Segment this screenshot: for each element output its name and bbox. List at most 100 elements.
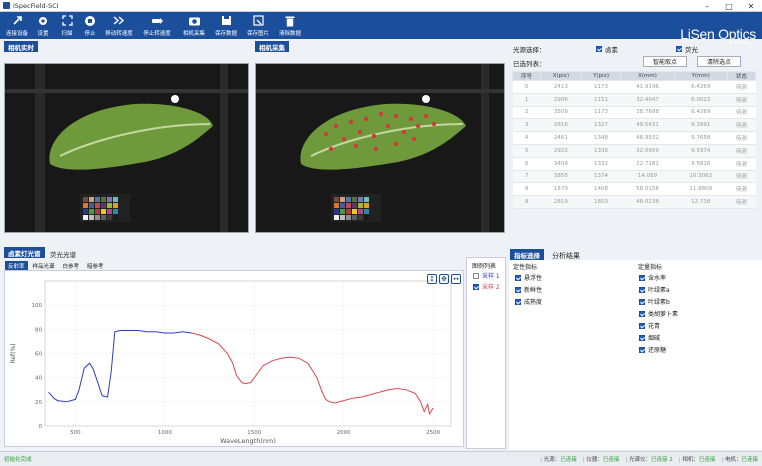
connect-device-button[interactable]: 连接设备 xyxy=(4,12,30,39)
tab-camera-capture[interactable]: 相机采集 xyxy=(255,41,289,52)
save-image-button[interactable]: 保存图片 xyxy=(242,12,274,39)
indicator-checkbox[interactable]: 叶绿素b xyxy=(639,297,670,306)
tab-sample-spectrum[interactable]: 样品光谱 xyxy=(32,263,55,270)
tab-dark-reference[interactable]: 暗参考 xyxy=(87,263,104,270)
tab-camera-live[interactable]: 相机实时 xyxy=(4,41,38,52)
table-cell: 待测 xyxy=(727,131,756,145)
fast-forward-icon xyxy=(113,16,125,25)
y-axis-label: Ref(%) xyxy=(10,343,17,363)
quantitative-title: 定量指标 xyxy=(638,264,663,271)
indicator-checkbox[interactable]: 含水率 xyxy=(639,273,666,282)
indicator-checkbox[interactable]: 新鲜性 xyxy=(515,285,542,294)
indicator-label: 花青 xyxy=(648,323,661,330)
checkbox-icon xyxy=(639,334,645,341)
y-tick-label: 100 xyxy=(32,303,43,309)
camera-live-view[interactable] xyxy=(4,63,249,233)
table-cell: 22.7181 xyxy=(620,157,675,171)
indicator-checkbox[interactable]: 烟碱 xyxy=(639,333,660,342)
table-row[interactable]: 0 2413 1173 41.9196 6.4269 待测 xyxy=(512,80,756,94)
checkbox-icon xyxy=(639,286,645,293)
table-cell: 9.5816 xyxy=(674,157,728,171)
table-cell: 待测 xyxy=(727,195,756,209)
camera-icon xyxy=(188,17,200,26)
indicator-checkbox[interactable]: 成熟度 xyxy=(515,297,542,306)
table-cell: 6.4269 xyxy=(674,80,728,94)
table-row[interactable]: 1 2906 1151 32.4047 6.0023 待测 xyxy=(512,93,756,107)
scan-icon xyxy=(61,15,73,26)
status-item: | 仪器：已连接 xyxy=(582,457,620,463)
table-cell: 2922 xyxy=(540,144,582,158)
maximize-icon[interactable]: □ xyxy=(725,1,733,11)
camera-capture-button[interactable]: 相机采集 xyxy=(178,12,210,39)
table-cell: 9.3991 xyxy=(674,118,728,133)
camera-capture-view[interactable] xyxy=(255,63,505,233)
checkbox-icon xyxy=(639,346,645,353)
legend-item-2[interactable]: 采样 2 xyxy=(473,282,500,291)
clear-points-button[interactable]: 清除选点 xyxy=(697,56,741,67)
column-header: Y(pix) xyxy=(580,71,622,81)
status-bar: 初始化完成 | 光源：已连接 | 仪器：已连接 | 光谱仪：已连接 2 | 相机：已连… xyxy=(0,451,762,466)
light-source-label: 光源选择： xyxy=(513,46,546,54)
table-cell: 1173 xyxy=(581,106,621,120)
table-row[interactable]: 6 3409 1332 22.7181 9.5816 待测 xyxy=(512,157,756,171)
zoom-vertical-icon[interactable]: ↕ xyxy=(427,274,437,284)
table-row[interactable]: 5 2922 1336 32.0959 9.5974 待测 xyxy=(512,144,756,158)
table-cell: 49.5431 xyxy=(620,118,675,133)
minimize-icon[interactable]: – xyxy=(705,1,709,11)
tab-reflectance[interactable]: 反射率 xyxy=(5,261,28,270)
checkbox-icon xyxy=(473,272,479,279)
tab-fluorescence-spectrum[interactable]: 荧光光谱 xyxy=(50,251,76,259)
indicator-checkbox[interactable]: 叶绿素a xyxy=(639,285,670,294)
smart-pick-button[interactable]: 智能取点 xyxy=(643,56,687,67)
table-cell: 3409 xyxy=(540,157,582,171)
table-cell: 4 xyxy=(512,131,541,145)
table-row[interactable]: 8 1579 1408 58.0158 11.8809 待测 xyxy=(512,182,756,197)
indicator-checkbox[interactable]: 悬浮性 xyxy=(515,273,542,282)
close-icon[interactable]: ✕ xyxy=(747,1,755,11)
table-row[interactable]: 9 2819 1803 48.0238 12.738 待测 xyxy=(512,195,756,209)
indicator-checkbox[interactable]: 花青 xyxy=(639,321,660,330)
table-row[interactable]: 4 2461 1348 48.9932 9.7658 待测 xyxy=(512,131,756,145)
halogen-checkbox[interactable]: 卤素 xyxy=(596,44,618,54)
save-data-button[interactable]: 保存数据 xyxy=(210,12,242,39)
x-tick-label: 2000 xyxy=(337,430,351,436)
points-table: 序号 X(pix) Y(pix) X(mm) Y(mm) 状态 0 2413 1173 41.9… xyxy=(511,71,757,209)
table-row[interactable]: 3 2816 1327 49.5431 9.3991 待测 xyxy=(512,118,756,133)
indicator-checkbox[interactable]: 类胡萝卜素 xyxy=(639,309,678,318)
table-cell: 待测 xyxy=(727,80,756,94)
indicator-label: 叶绿素b xyxy=(648,299,670,306)
stop-rotate-icon xyxy=(151,17,163,24)
table-cell: 1332 xyxy=(581,157,621,171)
stop-speed-button[interactable]: 停止转速度 xyxy=(136,12,178,39)
spectrum-chart[interactable]: 0 20 40 60 80 100 500 1000 1500 2000 2500 WaveLengt… xyxy=(4,270,464,447)
table-cell: 1327 xyxy=(581,118,621,133)
legend-item-1[interactable]: 采样 1 xyxy=(473,271,500,280)
indicator-checkbox[interactable]: 还原糖 xyxy=(639,345,666,354)
tab-white-reference[interactable]: 白参考 xyxy=(62,263,80,270)
tab-analysis-result[interactable]: 分析结果 xyxy=(552,252,580,260)
table-row[interactable]: 2 3509 1173 38.7688 6.4269 待测 xyxy=(512,106,756,120)
stop-button[interactable]: 停止 xyxy=(78,12,102,39)
y-tick-label: 0 xyxy=(39,424,43,430)
settings-button[interactable]: 设置 xyxy=(30,12,56,39)
table-row[interactable]: 7 3855 1374 14.089 10.3062 待测 xyxy=(512,170,756,184)
table-cell: 1173 xyxy=(581,80,621,94)
table-cell: 58.0158 xyxy=(620,182,675,197)
move-speed-button[interactable]: 移动转速度 xyxy=(102,12,136,39)
checkbox-icon xyxy=(639,274,645,281)
clear-data-button[interactable]: 清除数据 xyxy=(274,12,306,39)
tab-halogen-spectrum[interactable]: 卤素灯光谱 xyxy=(4,247,45,258)
fluorescent-checkbox[interactable]: 荧光 xyxy=(676,44,698,54)
series-line-1 xyxy=(48,330,192,403)
zoom-horizontal-icon[interactable]: ↔ xyxy=(451,274,461,284)
x-tick-label: 1000 xyxy=(158,430,172,436)
scan-button[interactable]: 扫描 xyxy=(56,12,78,39)
checkbox-icon xyxy=(515,286,521,293)
zoom-all-icon[interactable]: ✥ xyxy=(439,274,449,284)
stop-icon xyxy=(85,15,95,26)
table-cell: 38.7688 xyxy=(620,106,675,120)
tab-indicator-select[interactable]: 指标选择 xyxy=(510,249,544,260)
indicator-label: 新鲜性 xyxy=(524,287,543,294)
table-cell: 待测 xyxy=(727,157,756,171)
table-cell: 2 xyxy=(512,106,541,120)
